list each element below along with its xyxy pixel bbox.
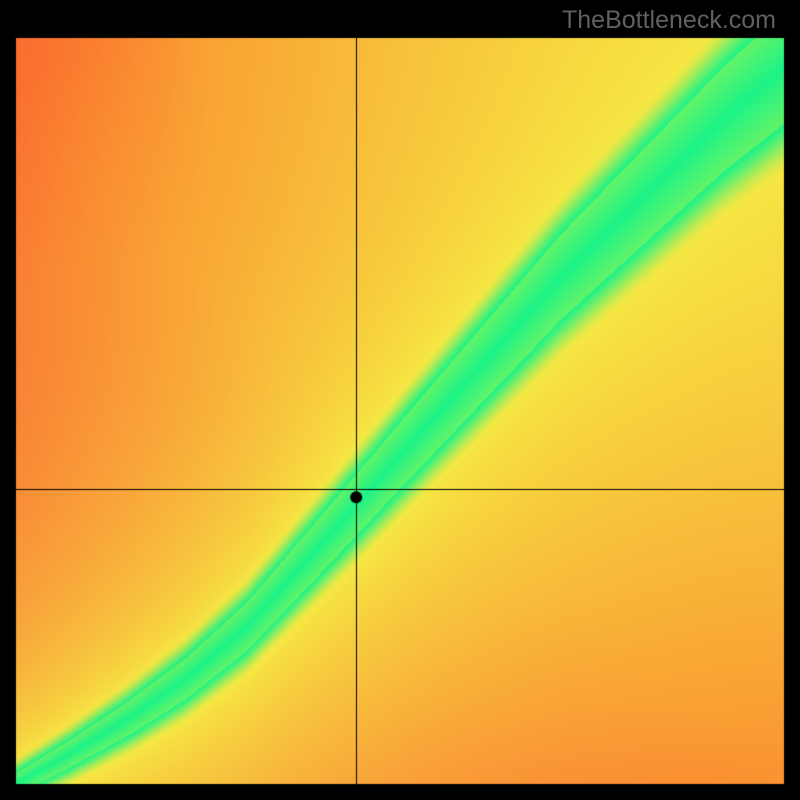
watermark-text: TheBottleneck.com (562, 6, 776, 35)
chart-container: TheBottleneck.com (0, 0, 800, 800)
heatmap-canvas (0, 0, 800, 800)
